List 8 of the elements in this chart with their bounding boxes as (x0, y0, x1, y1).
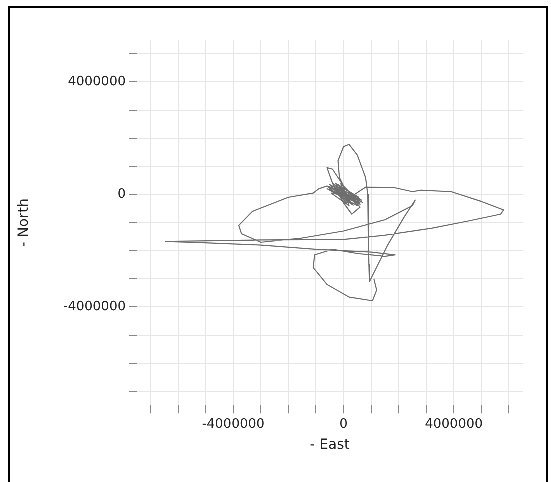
x-tick-label: -4000000 (202, 416, 265, 432)
y-tick-label: -4000000 (63, 300, 126, 315)
y-tick-label: 0 (118, 187, 126, 202)
y-tick-label: 4000000 (68, 74, 126, 90)
y-axis-title: - North (16, 198, 32, 248)
x-tick-label: 0 (340, 416, 348, 432)
x-tick-label: 4000000 (425, 416, 484, 432)
x-axis-title: - East (310, 437, 350, 454)
